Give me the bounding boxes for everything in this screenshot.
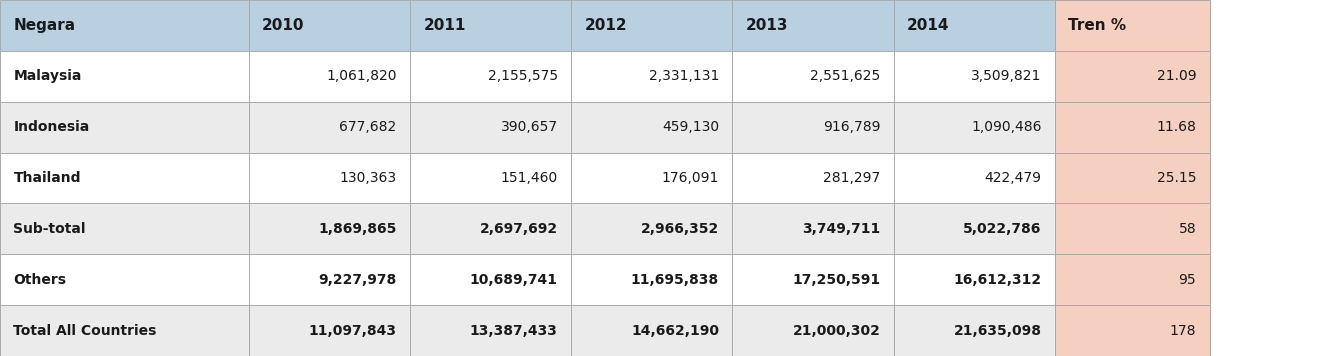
Text: 21.09: 21.09 xyxy=(1157,69,1196,83)
Text: 2,155,575: 2,155,575 xyxy=(488,69,558,83)
Bar xyxy=(249,203,410,254)
Text: 2,551,625: 2,551,625 xyxy=(810,69,880,83)
Bar xyxy=(410,153,571,203)
Text: 5,022,786: 5,022,786 xyxy=(964,222,1042,236)
Text: 3,749,711: 3,749,711 xyxy=(802,222,880,236)
Bar xyxy=(732,51,894,102)
Bar xyxy=(732,0,894,51)
Text: 2,697,692: 2,697,692 xyxy=(480,222,558,236)
Bar xyxy=(249,254,410,305)
Bar xyxy=(410,305,571,356)
Bar xyxy=(1055,203,1210,254)
Text: 17,250,591: 17,250,591 xyxy=(792,273,880,287)
Text: 25.15: 25.15 xyxy=(1157,171,1196,185)
Bar xyxy=(571,203,732,254)
Bar xyxy=(249,51,410,102)
Bar xyxy=(894,305,1055,356)
Text: 1,869,865: 1,869,865 xyxy=(319,222,396,236)
Bar xyxy=(732,254,894,305)
Text: 21,635,098: 21,635,098 xyxy=(954,324,1042,337)
Bar xyxy=(732,153,894,203)
Bar xyxy=(410,51,571,102)
Text: 58: 58 xyxy=(1179,222,1196,236)
Text: 2011: 2011 xyxy=(423,18,466,33)
Bar xyxy=(0,254,249,305)
Text: 2,331,131: 2,331,131 xyxy=(649,69,719,83)
Text: 11,097,843: 11,097,843 xyxy=(309,324,396,337)
Text: 1,090,486: 1,090,486 xyxy=(972,120,1042,134)
Bar xyxy=(894,0,1055,51)
Text: 2012: 2012 xyxy=(585,18,628,33)
Text: Tren %: Tren % xyxy=(1068,18,1126,33)
Text: 677,682: 677,682 xyxy=(339,120,396,134)
Bar xyxy=(1055,102,1210,153)
Bar xyxy=(732,203,894,254)
Bar xyxy=(1055,305,1210,356)
Bar xyxy=(0,203,249,254)
Text: Thailand: Thailand xyxy=(13,171,81,185)
Bar xyxy=(410,0,571,51)
Text: 2,966,352: 2,966,352 xyxy=(641,222,719,236)
Text: Sub-total: Sub-total xyxy=(13,222,86,236)
Bar xyxy=(571,153,732,203)
Text: 14,662,190: 14,662,190 xyxy=(632,324,719,337)
Bar xyxy=(571,305,732,356)
Text: 9,227,978: 9,227,978 xyxy=(319,273,396,287)
Bar xyxy=(732,305,894,356)
Text: 11.68: 11.68 xyxy=(1156,120,1196,134)
Bar xyxy=(410,254,571,305)
Bar xyxy=(571,51,732,102)
Text: 16,612,312: 16,612,312 xyxy=(953,273,1042,287)
Bar xyxy=(410,203,571,254)
Text: Indonesia: Indonesia xyxy=(13,120,90,134)
Bar xyxy=(894,153,1055,203)
Text: 1,061,820: 1,061,820 xyxy=(327,69,396,83)
Bar xyxy=(894,51,1055,102)
Text: 281,297: 281,297 xyxy=(823,171,880,185)
Text: Others: Others xyxy=(13,273,66,287)
Text: 11,695,838: 11,695,838 xyxy=(630,273,719,287)
Bar xyxy=(571,254,732,305)
Bar xyxy=(1055,51,1210,102)
Text: Malaysia: Malaysia xyxy=(13,69,82,83)
Bar xyxy=(249,153,410,203)
Bar xyxy=(410,102,571,153)
Text: 130,363: 130,363 xyxy=(339,171,396,185)
Text: 2010: 2010 xyxy=(262,18,305,33)
Bar xyxy=(0,305,249,356)
Text: 10,689,741: 10,689,741 xyxy=(470,273,558,287)
Bar xyxy=(0,153,249,203)
Bar xyxy=(249,305,410,356)
Text: 2013: 2013 xyxy=(746,18,789,33)
Text: 2014: 2014 xyxy=(907,18,950,33)
Bar xyxy=(0,0,249,51)
Text: 151,460: 151,460 xyxy=(500,171,558,185)
Text: 3,509,821: 3,509,821 xyxy=(972,69,1042,83)
Text: Total All Countries: Total All Countries xyxy=(13,324,157,337)
Bar xyxy=(249,102,410,153)
Bar xyxy=(894,203,1055,254)
Text: Negara: Negara xyxy=(13,18,75,33)
Bar xyxy=(0,51,249,102)
Text: 459,130: 459,130 xyxy=(661,120,719,134)
Text: 21,000,302: 21,000,302 xyxy=(793,324,880,337)
Text: 422,479: 422,479 xyxy=(985,171,1042,185)
Bar xyxy=(249,0,410,51)
Text: 178: 178 xyxy=(1169,324,1196,337)
Text: 176,091: 176,091 xyxy=(661,171,719,185)
Bar xyxy=(0,102,249,153)
Bar xyxy=(571,102,732,153)
Bar xyxy=(1055,254,1210,305)
Bar xyxy=(894,254,1055,305)
Bar xyxy=(1055,153,1210,203)
Text: 13,387,433: 13,387,433 xyxy=(470,324,558,337)
Text: 95: 95 xyxy=(1179,273,1196,287)
Text: 916,789: 916,789 xyxy=(823,120,880,134)
Bar xyxy=(1055,0,1210,51)
Text: 390,657: 390,657 xyxy=(500,120,558,134)
Bar xyxy=(732,102,894,153)
Bar xyxy=(894,102,1055,153)
Bar xyxy=(571,0,732,51)
